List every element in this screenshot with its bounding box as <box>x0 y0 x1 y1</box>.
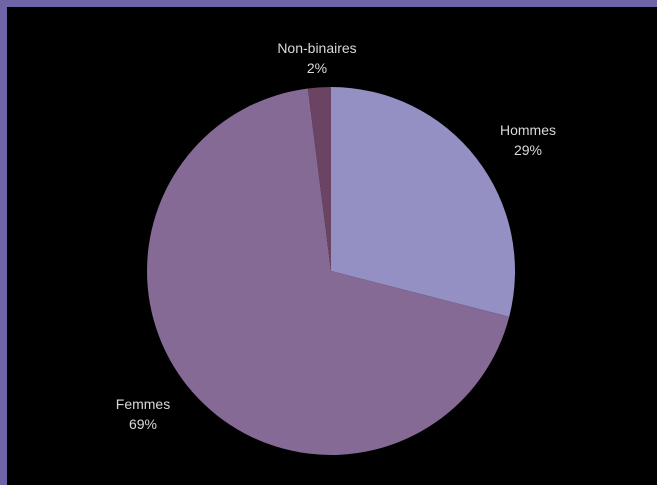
slice-value-label-non-binaires: 2% <box>307 60 327 76</box>
pie-slice-non-binaires <box>307 87 331 271</box>
pie-slice-femmes <box>147 88 510 455</box>
frame-border-left <box>0 0 7 485</box>
slice-label-non-binaires: Non-binaires <box>277 40 356 56</box>
slice-value-label-femmes: 69% <box>129 416 157 432</box>
frame-border-top <box>0 0 657 7</box>
slice-value-label-hommes: 29% <box>514 142 542 158</box>
slice-label-femmes: Femmes <box>116 396 170 412</box>
pie-slice-hommes <box>331 87 515 317</box>
slice-label-hommes: Hommes <box>500 122 556 138</box>
